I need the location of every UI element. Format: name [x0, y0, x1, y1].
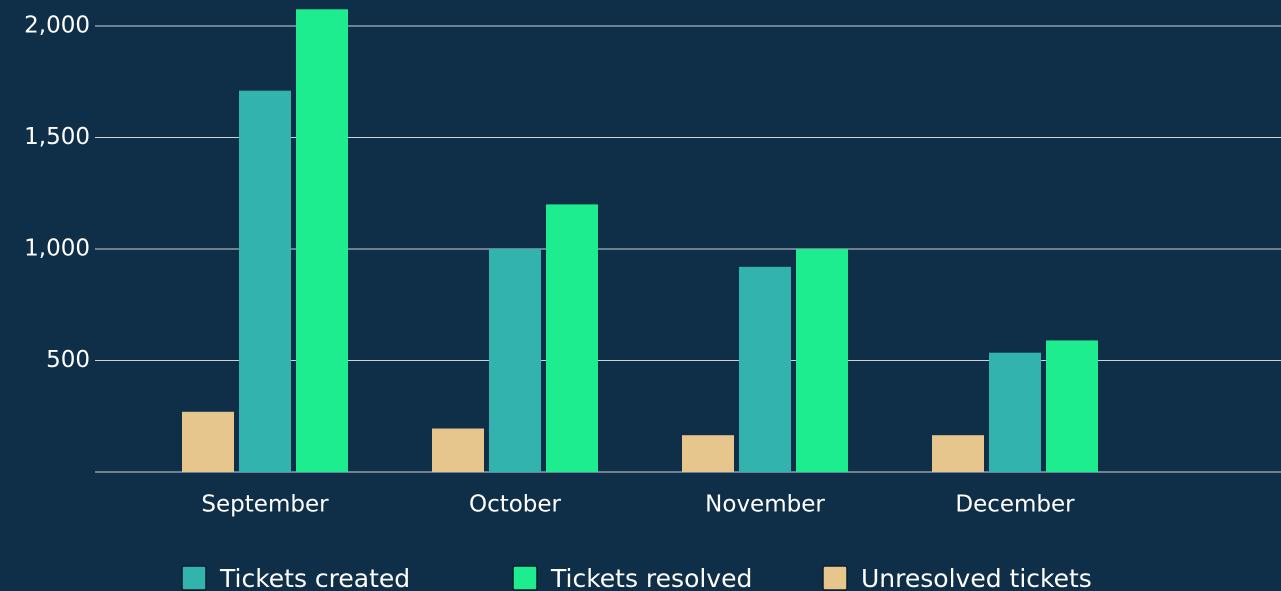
bar: [1046, 340, 1098, 472]
x-tick-label: November: [705, 492, 825, 518]
bar: [989, 352, 1041, 472]
bar: [296, 9, 348, 473]
legend-label: Tickets created: [219, 564, 410, 591]
bar: [546, 204, 598, 472]
y-tick-label: 500: [46, 347, 90, 373]
y-tick-label: 1,000: [24, 236, 90, 262]
legend-label: Tickets resolved: [550, 564, 752, 591]
legend-swatch: [181, 565, 207, 591]
y-tick-label: 2,000: [24, 13, 90, 39]
bar: [432, 428, 484, 472]
y-tick-label: 1,500: [24, 124, 90, 150]
x-tick-label: December: [955, 492, 1075, 518]
x-tick-label: October: [469, 492, 562, 518]
legend-swatch: [822, 565, 848, 591]
bar: [796, 249, 848, 472]
bar: [182, 411, 234, 472]
bar: [682, 435, 734, 472]
bar: [489, 249, 541, 472]
bar: [739, 266, 791, 472]
x-tick-label: September: [201, 492, 329, 518]
legend-swatch: [512, 565, 538, 591]
bar: [932, 435, 984, 472]
bar: [239, 90, 291, 473]
legend-label: Unresolved tickets: [861, 564, 1092, 591]
